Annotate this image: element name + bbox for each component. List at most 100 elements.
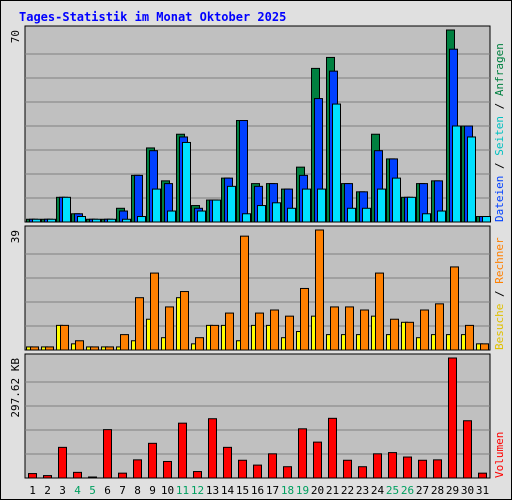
bar-volumen <box>58 446 67 479</box>
x-tick-label: 27 <box>416 484 429 497</box>
bar-rechner <box>30 346 39 351</box>
x-tick-label: 24 <box>371 484 385 497</box>
legend-entry: Seiten <box>493 116 506 162</box>
legend-entry: Besuche <box>493 304 506 350</box>
bar-rechner <box>135 297 144 351</box>
x-tick-label: 26 <box>401 484 414 497</box>
bar-volumen <box>403 456 412 479</box>
bar-rechner <box>300 287 309 351</box>
bar-rechner <box>315 229 324 351</box>
bar-seiten <box>242 213 251 223</box>
x-tick-label: 14 <box>221 484 235 497</box>
x-tick-label: 4 <box>74 484 81 497</box>
legend-entry: / <box>493 103 506 116</box>
bar-seiten <box>197 210 206 223</box>
bar-seiten <box>467 136 476 223</box>
bar-seiten <box>377 188 386 223</box>
bar-volumen <box>268 453 277 479</box>
bar-volumen <box>388 452 397 479</box>
bar-seiten <box>92 218 101 223</box>
bar-seiten <box>317 188 326 223</box>
bar-rechner <box>450 266 459 351</box>
legend-entry: Dateien <box>493 176 506 222</box>
legend-entry: / <box>493 290 506 303</box>
bar-volumen <box>88 476 97 479</box>
x-tick-label: 11 <box>176 484 189 497</box>
bar-seiten <box>182 141 191 223</box>
bar-rechner <box>330 306 339 351</box>
x-tick-label: 3 <box>59 484 66 497</box>
bar-volumen <box>148 442 157 479</box>
bar-rechner <box>360 309 369 351</box>
bar-seiten <box>32 218 41 223</box>
x-tick-label: 9 <box>149 484 156 497</box>
bar-seiten <box>347 207 356 223</box>
bar-volumen <box>373 453 382 479</box>
bar-seiten <box>407 196 416 223</box>
bar-volumen <box>283 466 292 479</box>
legend-entry: Anfragen <box>493 43 506 103</box>
x-tick-label: 30 <box>461 484 474 497</box>
bar-rechner <box>210 324 219 351</box>
bar-rechner <box>285 315 294 351</box>
bar-seiten <box>257 205 266 223</box>
bar-volumen <box>73 471 82 479</box>
x-tick-label: 2 <box>44 484 51 497</box>
bar-rechner <box>150 272 159 351</box>
bar-rechner <box>195 337 204 351</box>
x-tick-label: 20 <box>311 484 324 497</box>
bar-volumen <box>163 460 172 479</box>
x-tick-label: 17 <box>266 484 279 497</box>
chart-title: Tages-Statistik im Monat Oktober 2025 <box>19 10 286 24</box>
bar-volumen <box>223 446 232 479</box>
bar-rechner <box>180 291 189 351</box>
bar-volumen <box>418 459 427 479</box>
x-tick-label: 15 <box>236 484 249 497</box>
x-tick-label: 31 <box>476 484 489 497</box>
x-tick-label: 13 <box>206 484 219 497</box>
bar-rechner <box>45 346 54 351</box>
bar-volumen <box>28 473 37 479</box>
x-tick-label: 21 <box>326 484 339 497</box>
x-tick-label: 18 <box>281 484 294 497</box>
bar-volumen <box>178 422 187 479</box>
bar-seiten <box>137 216 146 223</box>
x-tick-label: 12 <box>191 484 204 497</box>
x-tick-label: 22 <box>341 484 354 497</box>
bar-seiten <box>272 202 281 223</box>
legend-entry: Volumen <box>493 432 506 478</box>
bar-volumen <box>298 428 307 479</box>
y-axis-max-label: 297.62 KB <box>9 358 22 418</box>
legend-entry: Rechner <box>493 237 506 290</box>
bar-rechner <box>105 346 114 351</box>
x-tick-label: 23 <box>356 484 369 497</box>
bar-volumen <box>433 459 442 479</box>
y-axis-max-label: 39 <box>9 230 22 243</box>
x-tick-label: 29 <box>446 484 459 497</box>
bar-seiten <box>47 218 56 223</box>
bar-rechner <box>375 272 384 351</box>
bar-volumen <box>328 417 337 479</box>
bar-rechner <box>390 318 399 351</box>
bar-rechner <box>405 321 414 351</box>
x-tick-label: 7 <box>119 484 126 497</box>
bar-rechner <box>480 343 489 351</box>
bar-volumen <box>118 472 127 479</box>
bar-seiten <box>362 207 371 223</box>
bar-rechner <box>60 324 69 351</box>
x-tick-label: 16 <box>251 484 264 497</box>
bar-volumen <box>478 472 487 479</box>
bar-volumen <box>448 357 457 479</box>
bar-seiten <box>287 207 296 223</box>
bar-rechner <box>435 303 444 351</box>
bar-seiten <box>107 218 116 223</box>
x-tick-label: 1 <box>29 484 36 497</box>
bar-rechner <box>420 309 429 351</box>
bar-volumen <box>358 466 367 479</box>
bar-volumen <box>133 459 142 479</box>
bar-volumen <box>193 471 202 479</box>
bar-seiten <box>437 210 446 223</box>
bar-volumen <box>313 441 322 479</box>
